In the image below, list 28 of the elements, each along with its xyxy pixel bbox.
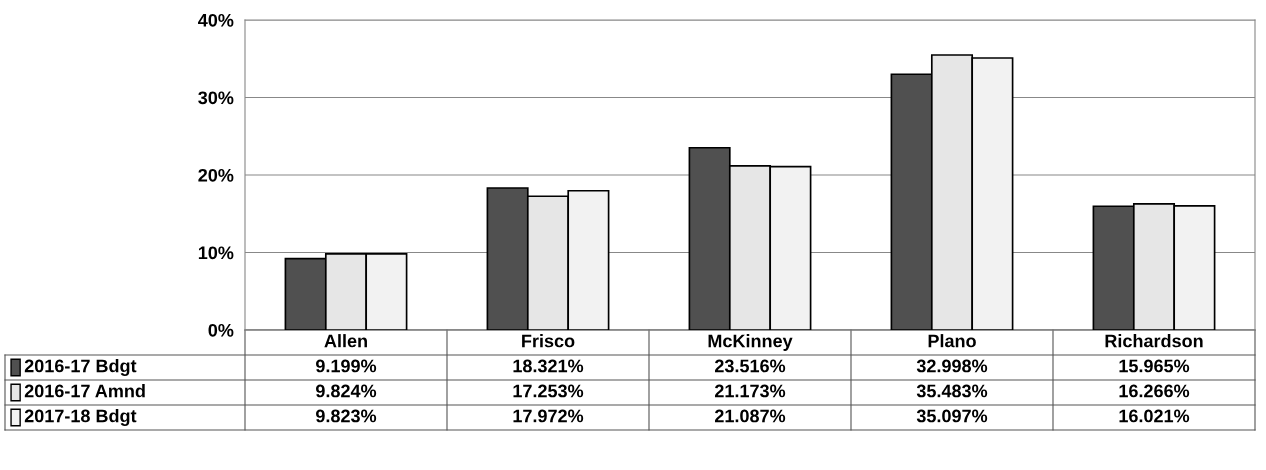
y-tick-label: 20% <box>198 168 234 182</box>
x-tick-label: Richardson <box>1105 334 1203 348</box>
legend-label: 2017-18 Bdgt <box>24 409 137 426</box>
data-label: 17.253% <box>513 384 584 398</box>
data-label: 17.972% <box>513 409 584 423</box>
y-tick-label: 0% <box>208 323 234 337</box>
x-tick-label: McKinney <box>708 334 793 351</box>
legend-label: 2016-17 Bdgt <box>24 359 137 376</box>
x-tick-label: Plano <box>928 334 976 348</box>
y-tick-label: 40% <box>198 13 234 27</box>
x-tick-label: Frisco <box>522 334 575 348</box>
data-label: 21.173% <box>714 384 786 398</box>
data-label: 16.021% <box>1119 409 1190 423</box>
data-label: 35.097% <box>916 409 988 423</box>
data-label: 15.965% <box>1119 359 1190 373</box>
data-label: 32.998% <box>916 359 988 373</box>
data-label: 9.823% <box>316 409 377 423</box>
data-label: 16.266% <box>1119 384 1190 398</box>
y-tick-label: 30% <box>198 91 234 105</box>
y-tick-label: 10% <box>198 246 234 260</box>
data-label: 9.199% <box>316 359 377 373</box>
x-tick-label: Allen <box>324 334 367 348</box>
data-label: 9.824% <box>316 384 377 398</box>
legend-label: 2016-17 Amnd <box>24 384 145 398</box>
data-label: 23.516% <box>714 359 786 373</box>
data-label: 21.087% <box>714 409 786 423</box>
data-label: 18.321% <box>513 359 584 373</box>
data-label: 35.483% <box>916 384 988 398</box>
